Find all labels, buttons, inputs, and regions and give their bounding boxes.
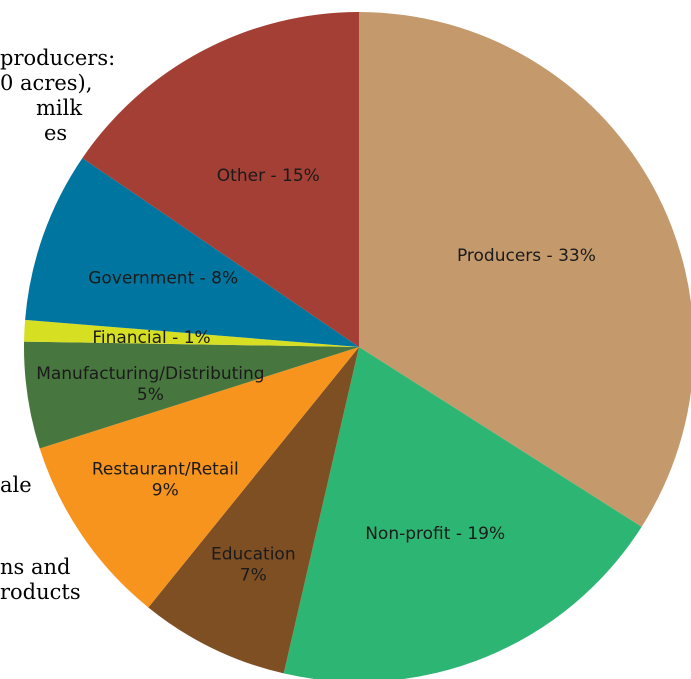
side-note-line: milk <box>36 96 83 120</box>
slice-label: Restaurant/Retail 9% <box>92 460 239 501</box>
side-note-line: roducts <box>0 580 81 604</box>
slice-label: Non-profit - 19% <box>365 524 505 544</box>
slice-label: Financial - 1% <box>92 328 210 348</box>
slice-label: Other - 15% <box>217 166 320 186</box>
slice-label: Manufacturing/Distributing 5% <box>36 364 264 405</box>
pie-slice <box>82 12 360 347</box>
side-note-line: ale <box>0 473 32 497</box>
slice-label: Government - 8% <box>88 269 238 289</box>
pie-slice <box>24 319 359 347</box>
pie-slice <box>23 341 359 449</box>
pie-slice <box>25 158 359 347</box>
slice-label: Producers - 33% <box>457 246 596 266</box>
slice-label: Education 7% <box>211 544 296 585</box>
side-note-line: 0 acres), <box>0 71 93 95</box>
pie-slice <box>283 347 642 679</box>
pie-slice <box>39 347 359 608</box>
side-note-line: ns and <box>0 555 71 579</box>
pie-slice <box>148 347 359 674</box>
side-note-line: es <box>44 121 68 145</box>
side-note-line: producers: <box>0 46 116 70</box>
pie-slice <box>359 12 691 527</box>
